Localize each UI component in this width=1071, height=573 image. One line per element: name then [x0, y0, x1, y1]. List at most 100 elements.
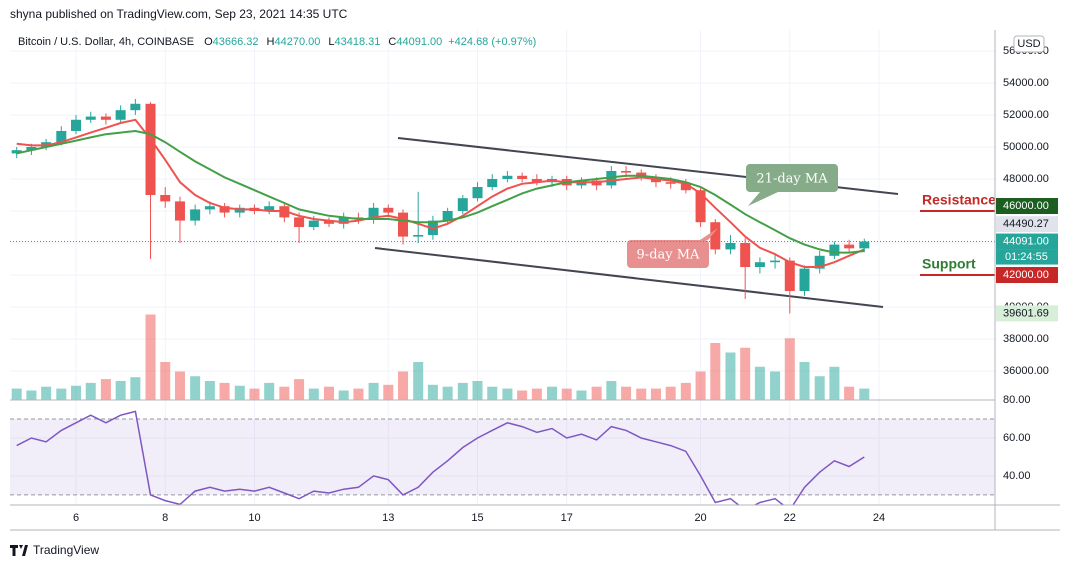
candle-body	[11, 150, 22, 154]
volume-bar	[740, 347, 751, 400]
candle-body	[442, 210, 453, 221]
candle-body	[829, 244, 840, 256]
volume-bar	[650, 388, 661, 400]
candle-body	[754, 262, 765, 268]
volume-bar	[234, 385, 245, 400]
rsi-tick-label: 60.00	[1003, 432, 1031, 444]
volume-bar	[294, 379, 305, 400]
volume-bar	[859, 388, 870, 400]
volume-bar	[829, 366, 840, 400]
volume-bar	[561, 388, 572, 400]
ohlc-label: C	[388, 36, 396, 48]
candle-body	[219, 206, 230, 213]
ohlc-label: O	[204, 36, 213, 48]
volume	[11, 314, 870, 400]
candle-body	[115, 110, 126, 120]
volume-bar	[770, 371, 781, 400]
volume-bar	[11, 388, 22, 400]
x-tick-label: 24	[873, 512, 885, 524]
volume-bar	[725, 352, 736, 400]
price-pane	[11, 98, 899, 314]
y-tick-label: 36000.00	[1003, 365, 1049, 377]
candle-body	[26, 146, 37, 151]
volume-bar	[204, 381, 215, 400]
candle-body	[130, 103, 141, 111]
candle-body	[457, 198, 468, 211]
callout-pointer	[748, 192, 778, 206]
candle-body	[472, 186, 483, 199]
published-line: shyna published on TradingView.com, Sep …	[10, 7, 348, 21]
x-tick-label: 10	[248, 512, 260, 524]
logo	[10, 545, 28, 556]
volume-bar	[190, 376, 201, 400]
rsi-band	[10, 418, 995, 495]
candle-body	[145, 103, 156, 195]
x-tick-label: 8	[162, 512, 168, 524]
volume-bar	[427, 384, 438, 400]
price-label-box	[996, 233, 1058, 250]
volume-bar	[576, 390, 587, 400]
volume-bar	[368, 382, 379, 400]
y-tick-label: 54000.00	[1003, 77, 1049, 89]
ohlc-value: 44270.00	[274, 36, 320, 48]
candle-body	[502, 175, 513, 179]
volume-bar	[130, 377, 141, 400]
candle-body	[487, 178, 498, 187]
x-tick-label: 15	[471, 512, 483, 524]
callout-pointer	[700, 228, 718, 240]
volume-bar	[814, 376, 825, 400]
candle-body	[71, 119, 82, 131]
candle-body	[784, 260, 795, 292]
candle-body	[160, 194, 171, 202]
candle-body	[294, 217, 305, 228]
ohlc-label: L	[328, 36, 334, 48]
candle-body	[665, 182, 676, 184]
annotations: 9-day MA 21-day MA Resistance Support	[10, 164, 996, 277]
candle-body	[368, 207, 379, 220]
candle-body	[740, 243, 751, 268]
volume-bar	[517, 390, 528, 400]
candle-body	[383, 207, 394, 213]
candle-body	[56, 130, 67, 143]
price-label: 46000.00	[1003, 200, 1049, 212]
symbol-header: Bitcoin / U.S. Dollar, 4h, COINBASE O4366…	[18, 36, 536, 48]
candle-body	[621, 170, 632, 173]
ohlc-value: 43666.32	[213, 36, 259, 48]
volume-bar	[383, 384, 394, 400]
candle-body	[413, 235, 424, 237]
symbol-title: Bitcoin / U.S. Dollar, 4h, COINBASE	[18, 36, 194, 48]
volume-bar	[457, 382, 468, 400]
x-tick-label: 13	[382, 512, 394, 524]
rsi-line	[16, 410, 865, 505]
moving-average	[16, 129, 865, 254]
candle-body	[204, 206, 215, 210]
level-label: Support	[922, 256, 976, 272]
footer-text: TradingView	[33, 543, 99, 557]
axes: 36000.0038000.0040000.0042000.0044000.00…	[73, 35, 1058, 524]
candle-body	[323, 220, 334, 224]
volume-bar	[338, 390, 349, 400]
price-label-box	[996, 197, 1058, 214]
price-label: 39601.69	[1003, 307, 1049, 319]
volume-bar	[784, 338, 795, 400]
price-label: 44091.00	[1003, 235, 1049, 247]
price-change: +424.68 (+0.97%)	[448, 36, 536, 48]
volume-bar	[502, 388, 513, 400]
candle-body	[859, 241, 870, 249]
callout-box	[627, 240, 709, 268]
volume-bar	[279, 386, 290, 400]
moving-average	[16, 118, 865, 268]
volume-bar	[442, 386, 453, 400]
volume-bar	[26, 390, 37, 400]
volume-bar	[41, 386, 52, 400]
price-label-box	[996, 267, 1058, 284]
callout-label: 9-day MA	[637, 248, 701, 263]
y-tick-label: 48000.00	[1003, 173, 1049, 185]
volume-bar	[606, 381, 617, 400]
candle-body	[814, 255, 825, 269]
price-label: 44490.27	[1003, 218, 1049, 230]
volume-bar	[71, 385, 82, 400]
volume-bar	[665, 386, 676, 400]
candle-body	[770, 260, 781, 263]
